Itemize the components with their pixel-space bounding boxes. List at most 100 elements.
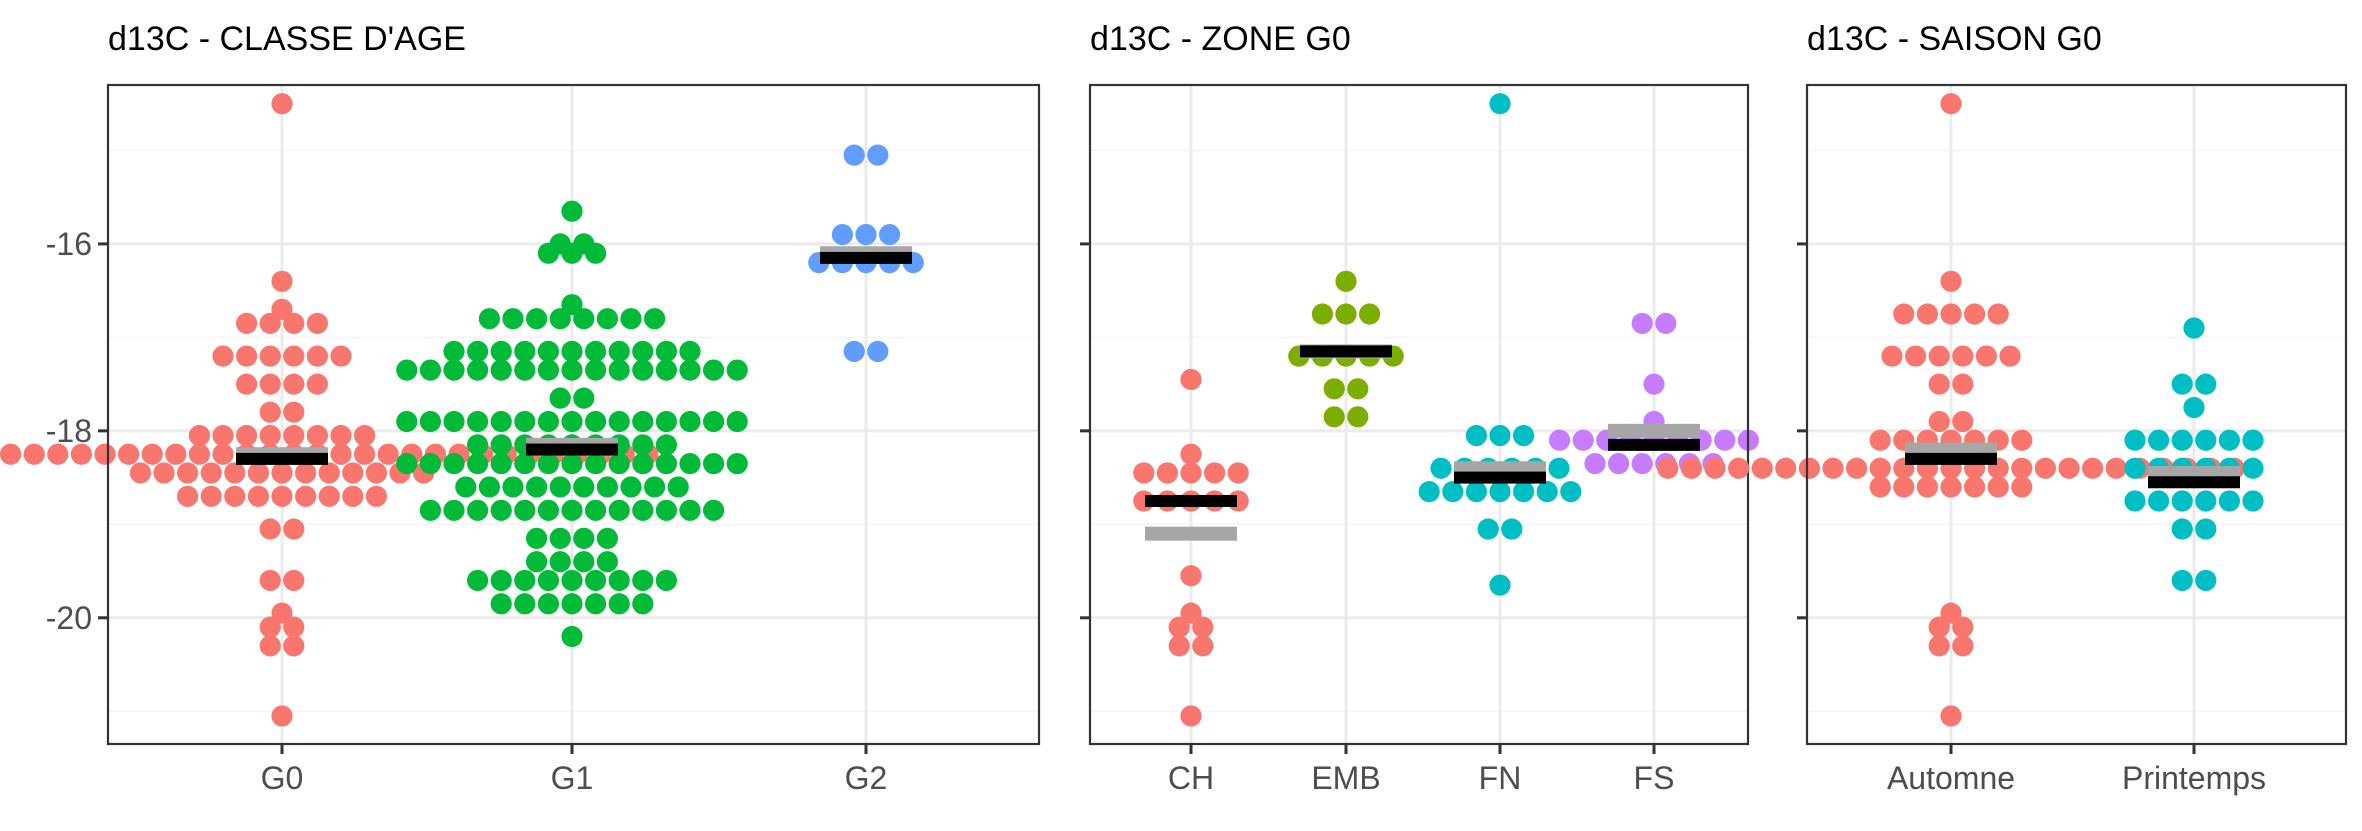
- panel-title: d13C - CLASSE D'AGE: [108, 20, 466, 58]
- data-point: [419, 452, 441, 475]
- data-point: [608, 340, 630, 363]
- data-point: [537, 242, 560, 264]
- data-point: [419, 499, 441, 521]
- data-point: [1192, 635, 1214, 657]
- data-point: [47, 443, 69, 465]
- data-point: [1680, 457, 1702, 479]
- data-point: [306, 312, 328, 334]
- data-point: [2171, 569, 2193, 592]
- data-point: [608, 410, 630, 433]
- data-point: [537, 593, 560, 615]
- data-point: [1952, 616, 1974, 638]
- data-point: [561, 340, 583, 363]
- data-point: [1655, 312, 1677, 334]
- data-point: [177, 485, 199, 507]
- data-point: [129, 462, 151, 484]
- data-point: [1987, 303, 2009, 325]
- data-point: [490, 359, 512, 381]
- data-point: [354, 424, 376, 447]
- data-point: [679, 359, 701, 381]
- data-point: [177, 462, 199, 484]
- data-point: [655, 434, 678, 456]
- data-point: [1168, 616, 1190, 638]
- data-point: [1846, 457, 1868, 479]
- data-point: [212, 443, 234, 465]
- data-point: [295, 462, 317, 484]
- data-point: [561, 625, 583, 648]
- data-point: [490, 593, 512, 615]
- data-point: [549, 387, 571, 409]
- data-point: [1489, 424, 1511, 447]
- data-point: [537, 340, 560, 363]
- x-tick-label: G1: [551, 760, 594, 796]
- data-point: [608, 593, 630, 615]
- data-point: [2183, 317, 2205, 339]
- data-point: [2195, 373, 2217, 395]
- data-point: [1192, 616, 1214, 638]
- data-point: [573, 551, 595, 573]
- panel-title: d13C - ZONE G0: [1090, 20, 1351, 58]
- data-point: [1869, 476, 1891, 498]
- data-point: [608, 359, 630, 381]
- data-point: [585, 499, 607, 521]
- panel-background: [1807, 85, 2346, 744]
- data-point: [419, 359, 441, 381]
- data-point: [514, 569, 536, 592]
- data-point: [247, 485, 269, 507]
- data-point: [2124, 457, 2146, 479]
- median-bar: [1608, 423, 1700, 438]
- data-point: [726, 410, 748, 433]
- data-point: [679, 410, 701, 433]
- data-point: [259, 401, 281, 423]
- data-point: [94, 443, 116, 465]
- data-point: [283, 345, 305, 367]
- data-point: [354, 443, 376, 465]
- data-point: [632, 340, 654, 363]
- mean-bar: [1145, 494, 1237, 507]
- data-point: [259, 373, 281, 395]
- data-point: [514, 340, 536, 363]
- data-point: [259, 635, 281, 657]
- data-point: [283, 373, 305, 395]
- data-point: [259, 616, 281, 638]
- data-point: [23, 443, 45, 465]
- data-point: [478, 308, 500, 330]
- x-tick-label: Automne: [1887, 760, 2015, 796]
- data-point: [1631, 452, 1653, 475]
- data-point: [655, 452, 678, 475]
- y-tick-label: -16: [46, 226, 92, 262]
- data-point: [585, 340, 607, 363]
- data-point: [514, 359, 536, 381]
- data-point: [1204, 462, 1226, 484]
- data-point: [118, 443, 140, 465]
- data-point: [585, 242, 607, 264]
- data-point: [306, 345, 328, 367]
- data-point: [855, 223, 877, 246]
- data-point: [514, 593, 536, 615]
- data-point: [1168, 635, 1190, 657]
- data-point: [1869, 429, 1891, 451]
- data-point: [443, 340, 465, 363]
- data-point: [1180, 705, 1202, 727]
- data-point: [537, 452, 560, 475]
- data-point: [1952, 373, 1974, 395]
- data-point: [2124, 490, 2146, 512]
- data-point: [2171, 490, 2193, 512]
- data-point: [843, 340, 865, 363]
- data-point: [2242, 429, 2264, 451]
- data-point: [396, 452, 418, 475]
- data-point: [490, 410, 512, 433]
- data-point: [467, 340, 489, 363]
- data-point: [1548, 457, 1570, 479]
- data-point: [377, 443, 399, 465]
- data-point: [585, 593, 607, 615]
- data-point: [1916, 476, 1938, 498]
- data-point: [1359, 303, 1381, 325]
- data-point: [271, 270, 293, 292]
- data-point: [0, 443, 22, 465]
- data-point: [478, 476, 500, 498]
- data-point: [1714, 429, 1736, 451]
- data-point: [212, 424, 234, 447]
- data-point: [443, 359, 465, 381]
- data-point: [224, 485, 246, 507]
